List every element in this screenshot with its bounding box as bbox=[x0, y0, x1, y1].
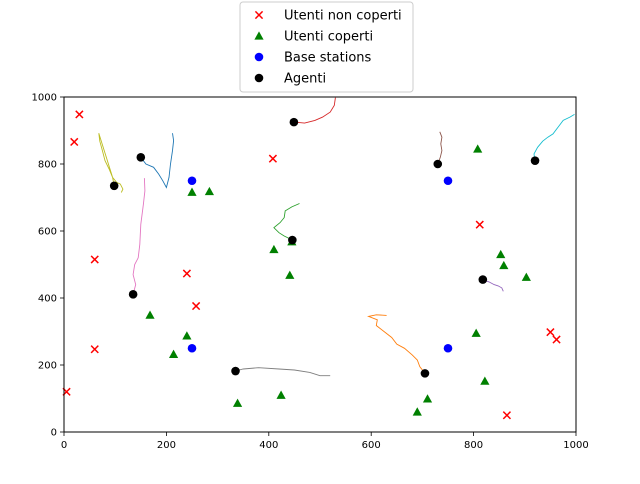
agenti-point bbox=[420, 369, 430, 378]
base-stations-point bbox=[187, 176, 197, 186]
legend: Utenti non coperti Utenti coperti Base sta… bbox=[239, 1, 414, 93]
utenti-non-coperti-point bbox=[182, 269, 192, 278]
legend-label: Utenti non coperti bbox=[284, 9, 402, 24]
points-layer bbox=[62, 110, 561, 420]
series-base-stations bbox=[187, 176, 453, 353]
agent-trajectory-2 bbox=[98, 133, 124, 193]
agenti-point bbox=[289, 117, 299, 127]
agent-trajectory-8 bbox=[437, 131, 443, 165]
agenti-point bbox=[231, 366, 240, 376]
x-axis: 0 200 400 600 800 1000 bbox=[61, 432, 589, 451]
utenti-coperti-point bbox=[168, 349, 179, 358]
legend-entry: Agenti bbox=[254, 72, 326, 87]
agent-trajectory-10 bbox=[482, 279, 504, 292]
x-tick-label: 400 bbox=[259, 440, 278, 451]
trajectory-layer bbox=[98, 97, 575, 377]
agenti-point bbox=[128, 290, 138, 299]
agent-trajectory-5 bbox=[273, 203, 300, 241]
x-tick-label: 0 bbox=[61, 440, 67, 451]
agenti-point bbox=[478, 275, 488, 284]
utenti-coperti-point bbox=[145, 310, 155, 319]
legend-entry: Utenti non coperti bbox=[254, 9, 402, 24]
legend-marker bbox=[254, 73, 264, 83]
utenti-non-coperti-point bbox=[475, 220, 484, 229]
utenti-coperti-point bbox=[422, 394, 433, 403]
y-tick-label: 400 bbox=[38, 294, 57, 305]
utenti-coperti-point bbox=[521, 272, 531, 281]
agent-trajectory-4 bbox=[293, 97, 336, 124]
utenti-non-coperti-point bbox=[552, 335, 561, 344]
utenti-non-coperti-point bbox=[90, 255, 99, 264]
x-tick-label: 1000 bbox=[563, 440, 588, 451]
utenti-coperti-point bbox=[496, 249, 506, 259]
agent-trajectory-9 bbox=[533, 114, 575, 161]
utenti-non-coperti-point bbox=[75, 110, 84, 119]
utenti-coperti-point bbox=[204, 186, 215, 196]
utenti-coperti-point bbox=[269, 244, 279, 254]
utenti-non-coperti-point bbox=[191, 301, 201, 311]
series-utenti-coperti bbox=[145, 144, 531, 416]
legend-box bbox=[239, 1, 414, 93]
utenti-non-coperti-point bbox=[546, 328, 555, 337]
base-stations-point bbox=[187, 343, 197, 353]
legend-entry: Base stations bbox=[254, 51, 372, 66]
legend-label: Agenti bbox=[284, 72, 326, 87]
series-utenti-non-coperti bbox=[62, 110, 561, 420]
utenti-coperti-point bbox=[499, 260, 509, 270]
utenti-non-coperti-point bbox=[90, 345, 99, 354]
y-tick-label: 600 bbox=[38, 227, 57, 238]
utenti-non-coperti-point bbox=[502, 411, 512, 420]
x-tick-label: 200 bbox=[157, 440, 176, 451]
x-tick-label: 800 bbox=[464, 440, 483, 451]
agenti-point bbox=[433, 159, 443, 169]
agenti-point bbox=[136, 153, 146, 162]
legend-marker bbox=[254, 31, 264, 40]
plot-frame bbox=[63, 96, 577, 433]
agenti-point bbox=[530, 156, 540, 165]
legend-marker bbox=[254, 10, 264, 20]
y-tick-label: 200 bbox=[38, 361, 57, 372]
agenti-point bbox=[109, 181, 119, 191]
agent-trajectory-1 bbox=[140, 133, 175, 189]
utenti-coperti-point bbox=[473, 144, 483, 153]
agent-trajectory-6 bbox=[235, 367, 331, 377]
utenti-non-coperti-point bbox=[268, 154, 278, 163]
utenti-coperti-point bbox=[285, 270, 295, 279]
utenti-coperti-point bbox=[480, 376, 490, 385]
agent-trajectory-7 bbox=[367, 314, 426, 374]
utenti-coperti-point bbox=[471, 328, 481, 337]
y-axis: 0 200 400 600 800 1000 bbox=[32, 93, 64, 439]
legend-marker bbox=[254, 52, 264, 62]
base-stations-point bbox=[443, 176, 453, 186]
utenti-coperti-point bbox=[187, 187, 197, 196]
legend-entry: Utenti coperti bbox=[254, 30, 373, 45]
utenti-coperti-point bbox=[182, 331, 192, 340]
y-tick-label: 1000 bbox=[32, 93, 57, 104]
legend-label: Base stations bbox=[284, 51, 372, 66]
utenti-coperti-point bbox=[276, 390, 286, 399]
legend-label: Utenti coperti bbox=[284, 30, 373, 45]
series-agenti bbox=[109, 117, 540, 378]
x-tick-label: 600 bbox=[362, 440, 381, 451]
base-stations-point bbox=[443, 343, 453, 353]
utenti-non-coperti-point bbox=[70, 137, 79, 147]
agenti-point bbox=[288, 235, 297, 245]
agent-trajectory-3 bbox=[132, 178, 146, 295]
utenti-coperti-point bbox=[232, 398, 243, 407]
y-tick-label: 0 bbox=[51, 428, 57, 439]
utenti-coperti-point bbox=[412, 407, 422, 416]
y-tick-label: 800 bbox=[38, 160, 57, 171]
